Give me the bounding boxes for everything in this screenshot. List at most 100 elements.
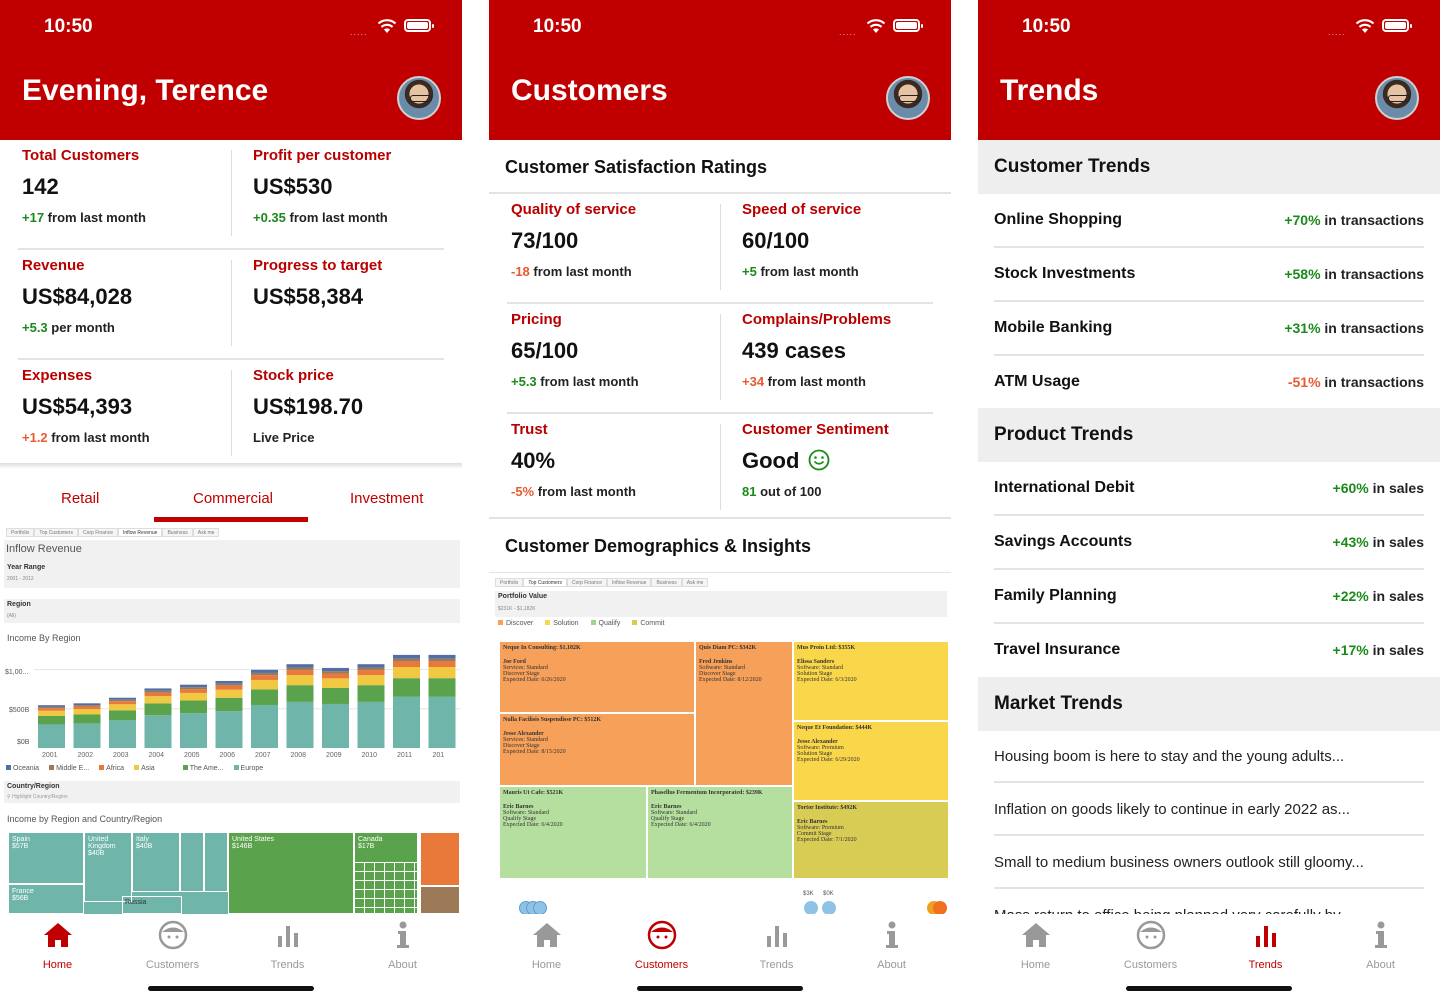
- treemap-tile-italy[interactable]: Italy $40B: [132, 832, 180, 892]
- x-axis-labels: 2001 2002 2003 2004 2005 2006 2007 2008 2009 2010…: [34, 752, 460, 762]
- nav-label: Trends: [759, 959, 794, 971]
- embed-tab[interactable]: Ask me: [192, 528, 220, 537]
- tab-retail[interactable]: Retail: [61, 490, 100, 507]
- bar-segment: [251, 672, 278, 676]
- trend-row[interactable]: ATM Usage -51% in transactions: [994, 373, 1424, 390]
- tab-investment[interactable]: Investment: [350, 490, 424, 507]
- divider: [720, 204, 721, 290]
- embed-tab[interactable]: Corp Finance: [566, 578, 607, 587]
- avatar[interactable]: [886, 76, 930, 120]
- nav-trends[interactable]: Trends: [1208, 920, 1323, 971]
- kpi-stock-price[interactable]: Stock price US$198.70 Live Price: [231, 360, 462, 470]
- treemap-tile-uk[interactable]: United Kingdom $40B: [84, 832, 132, 902]
- avatar[interactable]: [1375, 76, 1419, 120]
- trend-row[interactable]: International Debit +60% in sales: [994, 462, 1424, 516]
- embed-tabs: Portfolio Top Customers Corp Finance Inflow…: [6, 528, 220, 537]
- nav-about[interactable]: About: [345, 920, 460, 971]
- bar-segment: [322, 703, 349, 748]
- kpi-progress-to-target[interactable]: Progress to target US$58,384: [231, 250, 462, 360]
- nav-customers[interactable]: Customers: [1093, 920, 1208, 971]
- kpi-total-customers[interactable]: Total Customers 142 +17 from last month: [0, 140, 231, 250]
- nav-about[interactable]: About: [834, 920, 949, 971]
- bar-segment: [357, 701, 385, 748]
- treemap-tile[interactable]: Phasellus Fermentum Incorporated: $239K …: [647, 786, 793, 879]
- embed-tab[interactable]: Top Customers: [523, 578, 567, 587]
- year-label: 2010: [361, 752, 378, 759]
- bar-segment: [428, 654, 456, 659]
- treemap-tile[interactable]: Neque Et Foundation: $444K Jesse Alexand…: [793, 721, 949, 801]
- nav-home[interactable]: Home: [489, 920, 604, 971]
- rating-speed[interactable]: Speed of service 60/100 +5 from last mon…: [720, 194, 951, 304]
- bar-segment: [322, 687, 349, 704]
- embed-tab[interactable]: Ask me: [681, 578, 709, 587]
- year-label: 2009: [326, 752, 342, 759]
- rating-sentiment[interactable]: Customer Sentiment Good 81 out of 100: [720, 414, 951, 524]
- divider: [231, 370, 232, 456]
- rating-pricing[interactable]: Pricing 65/100 +5.3 from last month: [489, 304, 720, 414]
- bar-segment: [215, 683, 243, 686]
- nav-customers[interactable]: Customers: [115, 920, 230, 971]
- trend-row[interactable]: Family Planning +22% in sales: [994, 570, 1424, 624]
- trend-row[interactable]: Travel Insurance +17% in sales: [994, 641, 1424, 658]
- treemap-tile[interactable]: Neque In Consulting: $1,182K Joe Ford Ser…: [499, 641, 695, 713]
- embed-tab[interactable]: Inflow Revenue: [606, 578, 652, 587]
- value-range-slider[interactable]: $231K - $1,182K: [498, 606, 536, 612]
- bar-segment: [286, 675, 314, 686]
- news-row[interactable]: Small to medium business owners outlook …: [994, 836, 1424, 889]
- kpi-revenue[interactable]: Revenue US$84,028 +5.3 per month: [0, 250, 231, 360]
- embed-tab[interactable]: Portfolio: [6, 528, 35, 537]
- trend-row[interactable]: Mobile Banking +31% in transactions: [994, 302, 1424, 356]
- kpi-profit-per-customer[interactable]: Profit per customer US$530 +0.35 from la…: [231, 140, 462, 250]
- embed-tab[interactable]: Business: [651, 578, 682, 587]
- region-select[interactable]: (All): [7, 613, 16, 619]
- bar-segment: [251, 675, 278, 680]
- rating-label: Trust: [511, 421, 548, 438]
- country-search[interactable]: ⚲ Highlight Country/Region: [7, 794, 68, 800]
- y-tick: $1,00...: [5, 669, 29, 676]
- rating-trust[interactable]: Trust 40% -5% from last month: [489, 414, 720, 524]
- nav-trends[interactable]: Trends: [719, 920, 834, 971]
- home-indicator: [1126, 986, 1292, 991]
- trend-row[interactable]: Online Shopping +70% in transactions: [994, 194, 1424, 248]
- kpi-label: Expenses: [22, 367, 93, 384]
- page-title: Customers: [511, 74, 668, 107]
- nav-home[interactable]: Home: [0, 920, 115, 971]
- treemap-tile[interactable]: Nulla Facilisis Suspendisse PC: $512K Je…: [499, 713, 695, 786]
- bar-segment: [393, 696, 420, 748]
- bar-segment: [357, 667, 385, 671]
- treemap-tile-france[interactable]: France $56B: [8, 884, 84, 914]
- treemap-tile[interactable]: Tortor Institute: $492K Eric Barnes Softw…: [793, 801, 949, 879]
- news-row[interactable]: Inflation on goods likely to continue in…: [994, 783, 1424, 836]
- trend-row[interactable]: Stock Investments +58% in transactions: [994, 248, 1424, 302]
- treemap-tile[interactable]: Mauris Ut Cafe: $521K Eric Barnes Softwar…: [499, 786, 647, 879]
- treemap-tile[interactable]: Mus Proin Ltd: $355K Elissa Sanders Softw…: [793, 641, 949, 721]
- bar-segment: [144, 703, 172, 716]
- embed-tab[interactable]: Inflow Revenue: [117, 528, 163, 537]
- avatar[interactable]: [397, 76, 441, 120]
- battery-icon: [404, 19, 434, 32]
- kpi-expenses[interactable]: Expenses US$54,393 +1.2 from last month: [0, 360, 231, 470]
- embed-tab[interactable]: Top Customers: [34, 528, 78, 537]
- year-label: 201: [432, 752, 445, 759]
- nav-about[interactable]: About: [1323, 920, 1438, 971]
- rating-quality[interactable]: Quality of service 73/100 -18 from last …: [489, 194, 720, 304]
- year-label: 2008: [290, 752, 307, 759]
- embed-tab[interactable]: Portfolio: [495, 578, 524, 587]
- rating-complaints[interactable]: Complains/Problems 439 cases +34 from la…: [720, 304, 951, 414]
- treemap-tile[interactable]: Quis Diam PC: $342K Fred Jenkins Software…: [695, 641, 793, 786]
- treemap-tile-us[interactable]: United States $146B: [228, 832, 354, 914]
- home-icon: [532, 923, 561, 947]
- bar-segment: [180, 687, 207, 690]
- treemap-tile-spain[interactable]: Spain $57B: [8, 832, 84, 884]
- trend-row[interactable]: Savings Accounts +43% in sales: [994, 516, 1424, 570]
- treemap-tile-russia[interactable]: Russia: [122, 896, 182, 914]
- tab-commercial[interactable]: Commercial: [193, 490, 274, 507]
- bar-segment: [109, 704, 136, 711]
- nav-customers[interactable]: Customers: [604, 920, 719, 971]
- embed-tab[interactable]: Corp Finance: [77, 528, 118, 537]
- year-range-slider[interactable]: 2001 - 2012: [7, 576, 34, 582]
- nav-home[interactable]: Home: [978, 920, 1093, 971]
- news-row[interactable]: Housing boom is here to stay and the you…: [994, 730, 1424, 783]
- embed-tab[interactable]: Business: [162, 528, 193, 537]
- nav-trends[interactable]: Trends: [230, 920, 345, 971]
